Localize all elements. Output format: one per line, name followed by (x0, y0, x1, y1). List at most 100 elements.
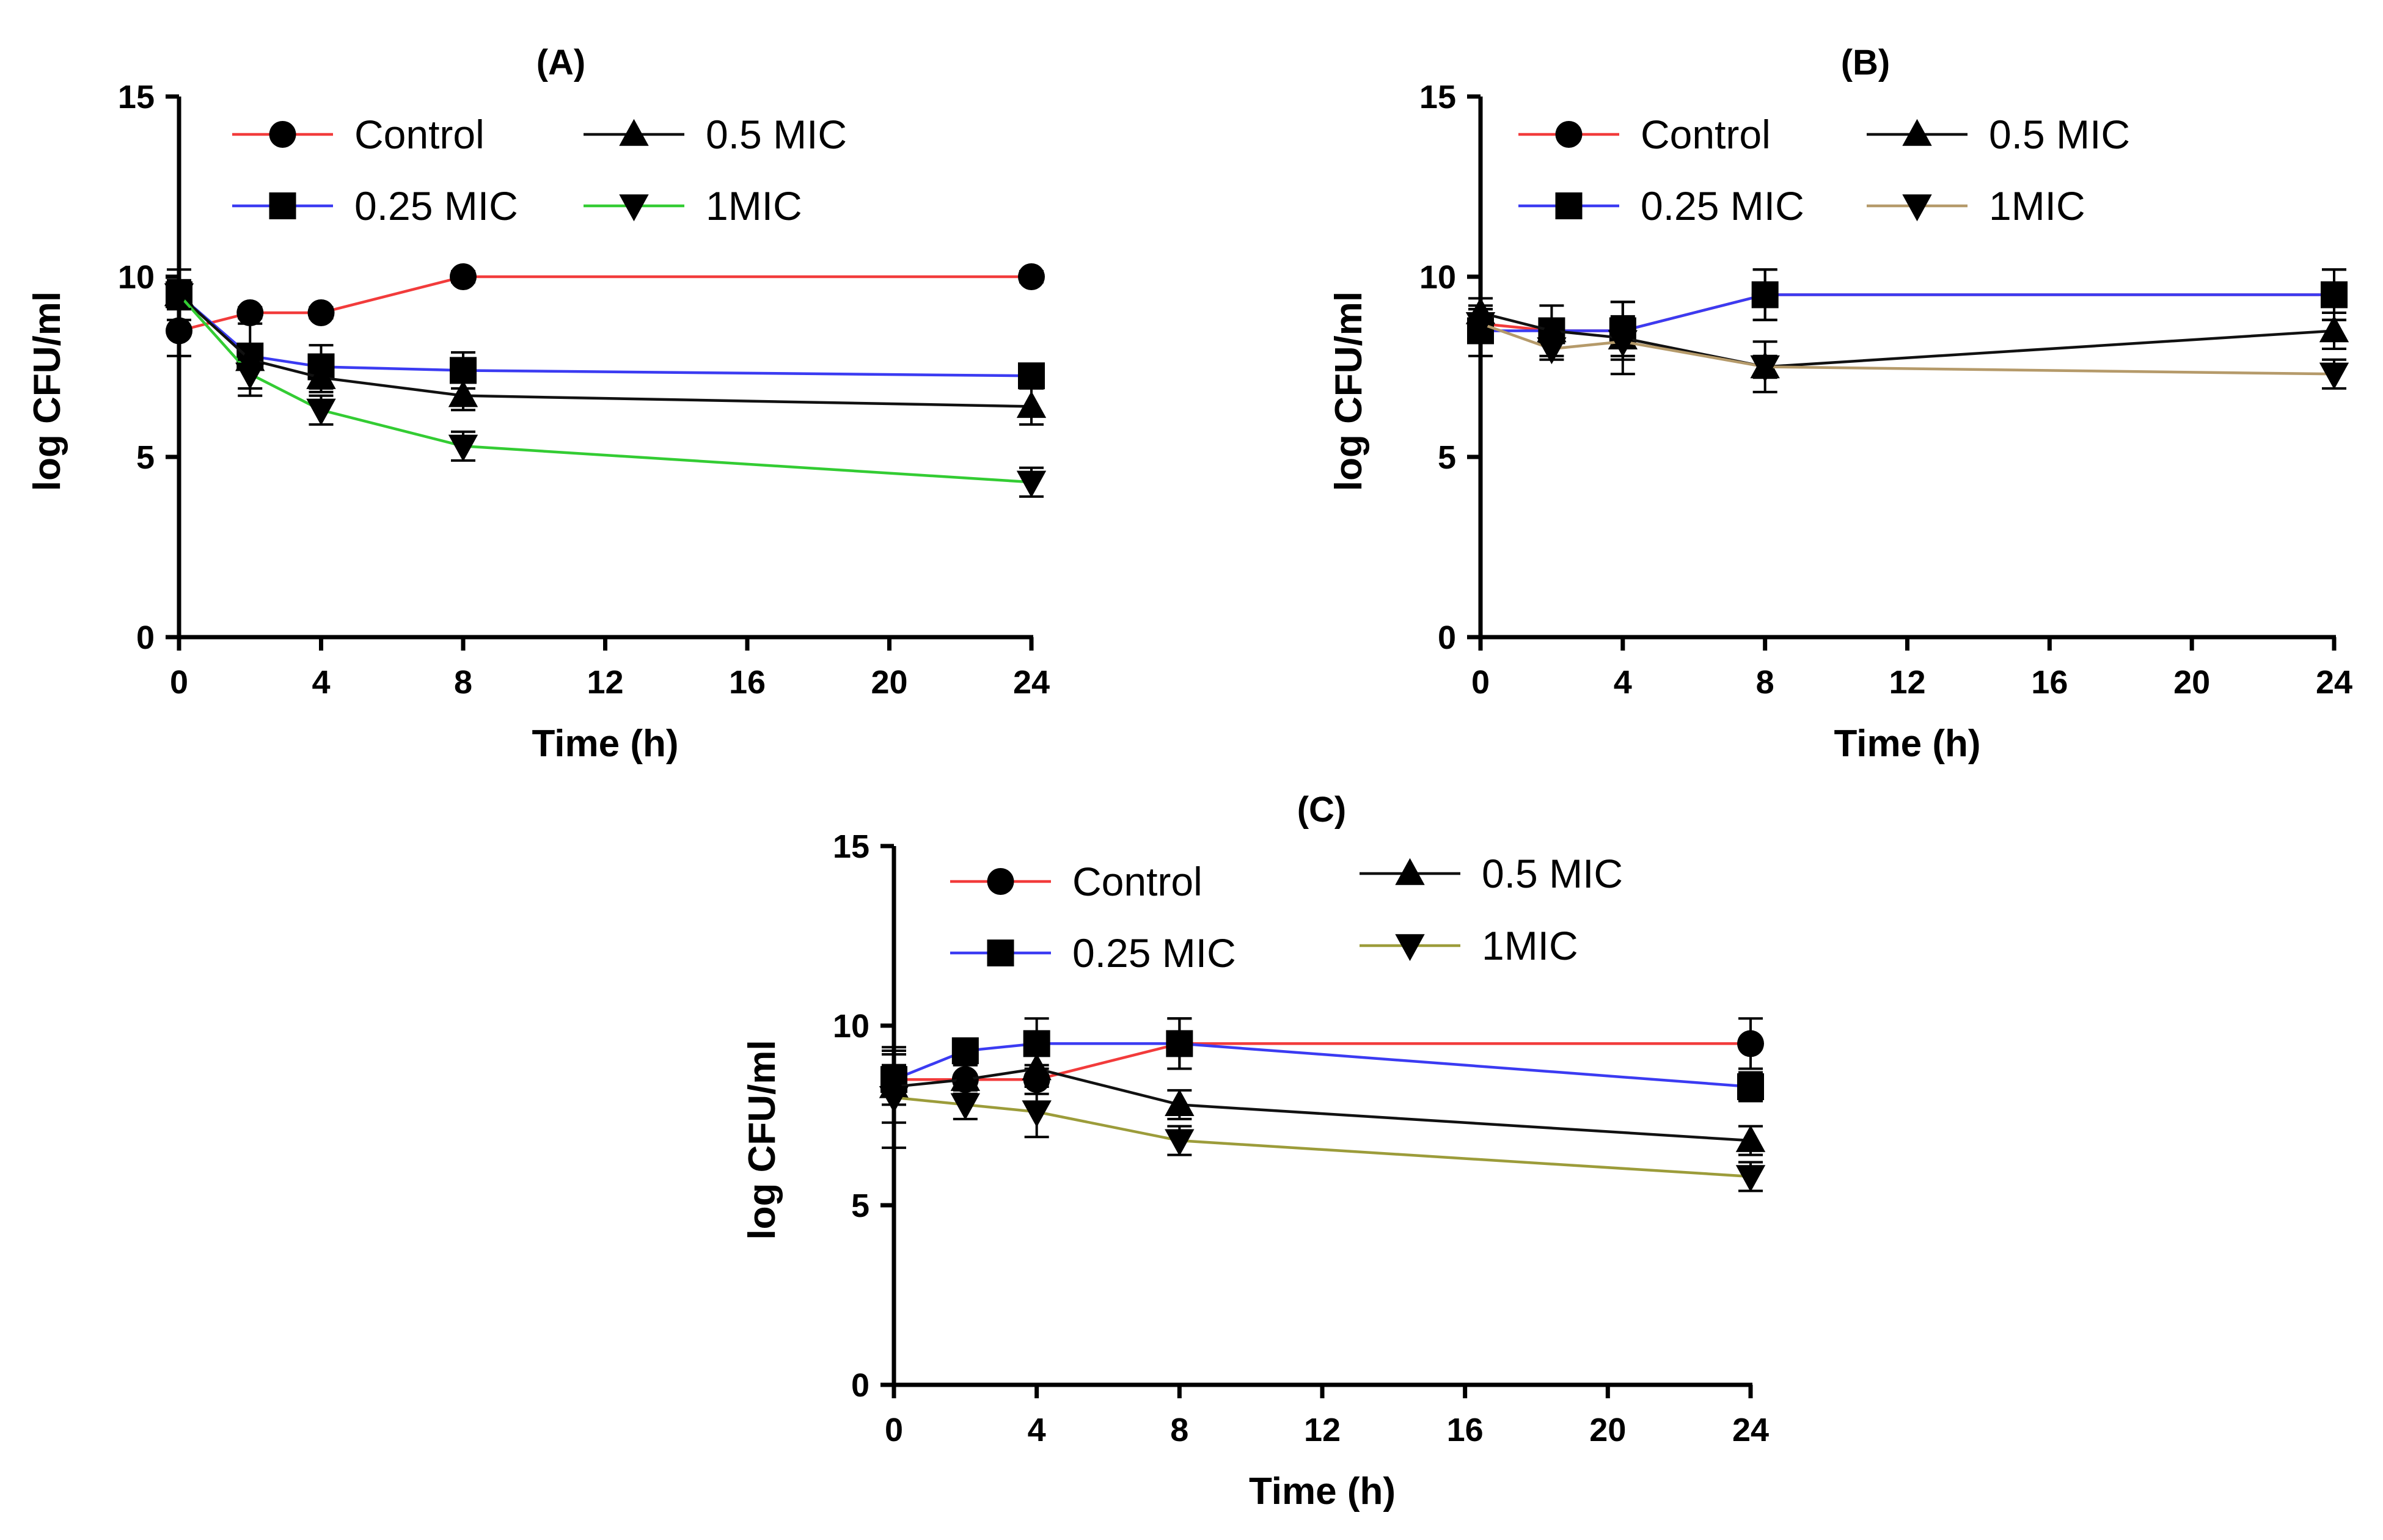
legend-marker (1555, 192, 1583, 219)
series-1mic (164, 279, 1047, 498)
data-point (950, 1064, 981, 1091)
legend-item: 0.5 MIC (584, 112, 847, 157)
panel-title: (A) (536, 43, 586, 82)
data-point (450, 263, 477, 290)
data-point (1022, 1100, 1052, 1128)
series-0.5-mic (879, 1049, 1766, 1156)
legend-item: Control (232, 112, 485, 157)
data-point (307, 299, 335, 326)
data-point (951, 1037, 979, 1065)
data-point (1165, 1089, 1195, 1117)
x-tick-label: 4 (312, 664, 330, 701)
legend-item: 1MIC (584, 183, 802, 228)
legend-label: 0.25 MIC (1072, 930, 1236, 976)
legend-label: Control (1641, 112, 1771, 157)
x-tick-label: 0 (1471, 664, 1490, 701)
data-point (164, 283, 194, 310)
panel-title: (C) (1297, 790, 1347, 830)
legend-marker (1902, 119, 1932, 146)
y-axis-title: log CFU/ml (26, 291, 68, 491)
legend-item: 0.5 MIC (1867, 112, 2130, 157)
data-point (2319, 362, 2349, 390)
data-point (1465, 312, 1496, 339)
data-point (236, 299, 264, 326)
legend-item: Control (950, 859, 1202, 904)
legend-item: 1MIC (1867, 183, 2085, 228)
legend-marker (1395, 934, 1425, 962)
y-tick-label: 5 (851, 1188, 869, 1224)
series-control (166, 263, 1045, 357)
data-point (450, 357, 477, 384)
data-point (1750, 355, 1780, 382)
y-tick-label: 0 (1438, 619, 1456, 656)
legend: Control 0.5 MIC 0.25 MIC 1MIC (950, 851, 1623, 976)
y-axis-title: log CFU/ml (741, 1040, 783, 1239)
data-point (1016, 391, 1047, 418)
legend: Control 0.5 MIC 0.25 MIC 1MIC (1518, 112, 2130, 228)
y-tick-label: 0 (136, 619, 155, 656)
legend-item: 0.5 MIC (1360, 851, 1623, 896)
legend-label: 1MIC (706, 183, 802, 228)
data-point (1166, 1030, 1193, 1057)
x-tick-label: 0 (170, 664, 188, 701)
data-point (879, 1086, 909, 1113)
series-line (1480, 293, 2334, 332)
y-tick-label: 10 (118, 259, 155, 296)
x-tick-label: 12 (1304, 1412, 1341, 1448)
data-point (448, 434, 478, 462)
series-control (880, 1017, 1764, 1095)
x-tick-label: 16 (1447, 1412, 1484, 1448)
legend-label: 0.5 MIC (1989, 112, 2130, 157)
series-1mic (1465, 308, 2349, 390)
series-line (1480, 311, 2335, 368)
legend-marker (1555, 121, 1583, 148)
y-tick-label: 15 (118, 79, 155, 115)
legend-label: 0.5 MIC (1482, 851, 1623, 896)
data-point (1737, 1073, 1764, 1100)
legend-label: 0.25 MIC (1641, 183, 1804, 228)
x-tick-label: 20 (1589, 1412, 1626, 1448)
legend-label: 0.5 MIC (706, 112, 847, 157)
x-tick-label: 8 (454, 664, 472, 701)
x-tick-label: 12 (587, 664, 623, 701)
x-tick-label: 0 (885, 1412, 903, 1448)
data-point (1022, 1053, 1052, 1081)
data-point (1023, 1030, 1050, 1057)
x-tick-label: 20 (871, 664, 907, 701)
data-point (306, 362, 336, 389)
series-0.5-mic (164, 279, 1047, 426)
data-point (1018, 263, 1045, 290)
data-point (1537, 337, 1567, 365)
legend-label: Control (1072, 859, 1202, 904)
x-tick-label: 20 (2173, 664, 2210, 701)
x-axis-title: Time (h) (532, 723, 679, 765)
legend-item: 1MIC (1360, 923, 1578, 968)
legend-item: Control (1518, 112, 1771, 157)
legend-marker (1395, 858, 1425, 885)
data-point (448, 380, 478, 407)
y-tick-label: 5 (1438, 439, 1456, 476)
x-tick-label: 4 (1614, 664, 1632, 701)
panel-title: (B) (1841, 43, 1891, 82)
data-point (306, 398, 336, 426)
y-axis-title: log CFU/ml (1328, 291, 1370, 491)
x-tick-label: 24 (2316, 664, 2352, 701)
data-point (1608, 330, 1638, 357)
data-point (1016, 470, 1047, 498)
legend-marker (269, 192, 296, 219)
x-tick-label: 16 (729, 664, 766, 701)
x-tick-label: 12 (1889, 664, 1925, 701)
x-tick-label: 8 (1756, 664, 1774, 701)
legend-marker (987, 940, 1014, 966)
data-point (950, 1093, 981, 1120)
chart-panel-1: (B) 0 5 10 15 0 4 8 12 16 20 24 Time (h) log CFU/ml Co… (1328, 43, 2352, 765)
data-point (1537, 315, 1567, 343)
x-axis-title: Time (h) (1249, 1470, 1396, 1513)
legend-label: 0.25 MIC (354, 183, 518, 228)
data-point (1735, 1165, 1766, 1192)
legend-label: 1MIC (1482, 923, 1578, 968)
data-point (166, 317, 192, 345)
legend-label: Control (354, 112, 485, 157)
legend: Control 0.5 MIC 0.25 MIC 1MIC (232, 112, 847, 228)
